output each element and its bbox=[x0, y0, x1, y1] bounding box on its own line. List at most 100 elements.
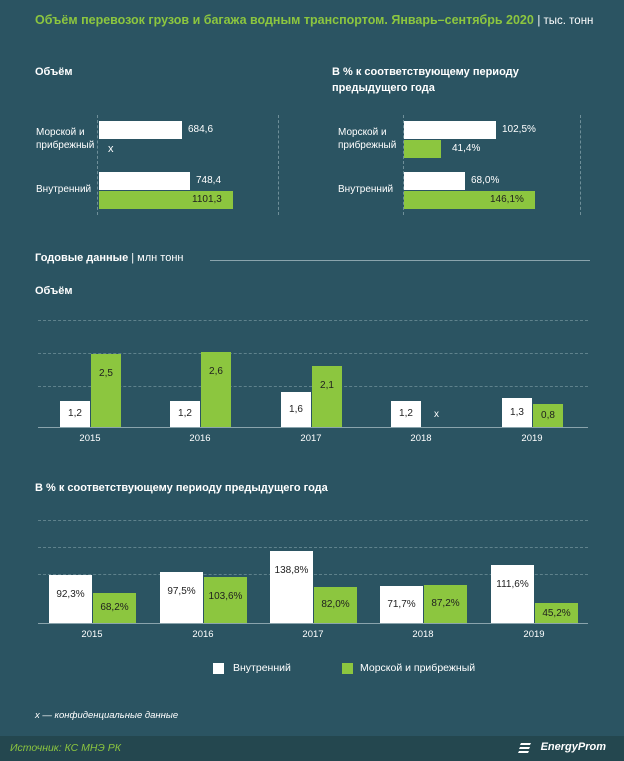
bar-volume-sea-2019-label: 0,8 bbox=[541, 409, 555, 421]
bar-volume-inland-2015-label: 1,2 bbox=[68, 408, 82, 419]
bar-percent-inland-2017 bbox=[270, 551, 313, 623]
bar-sea-volume-x: x bbox=[108, 143, 114, 155]
bar-volume-inland-2017 bbox=[281, 392, 311, 427]
legend-inland: Внутренний bbox=[233, 662, 291, 674]
legend-swatch-inland bbox=[213, 663, 224, 674]
bar-percent-sea-2017-label: 82,0% bbox=[321, 599, 350, 610]
bar-percent-inland-2015 bbox=[49, 575, 92, 623]
percent-grid-1 bbox=[38, 520, 588, 521]
legend-sea: Морской и прибрежный bbox=[360, 662, 476, 674]
year-label-volume-2018: 2018 bbox=[410, 433, 432, 444]
annual-heading-rule bbox=[210, 260, 590, 261]
bar-inland-volume-white-value: 748,4 bbox=[196, 175, 222, 186]
bar-sea-percent-white-value: 102,5% bbox=[502, 124, 536, 135]
title-text: Объём перевозок грузов и багажа водным т… bbox=[35, 13, 534, 27]
bar-inland-percent-green bbox=[404, 191, 535, 209]
volume-chart-baseline bbox=[38, 427, 588, 428]
bar-inland-percent-white-value: 68,0% bbox=[471, 175, 500, 186]
bar-percent-sea-2016 bbox=[204, 577, 247, 623]
bar-volume-inland-2017-label: 1,6 bbox=[289, 403, 303, 415]
top-left-heading: Объём bbox=[35, 66, 73, 78]
top-right-heading-line2: предыдущего года bbox=[332, 82, 435, 94]
bar-percent-sea-2018 bbox=[424, 585, 467, 623]
bar-volume-inland-2016 bbox=[170, 401, 200, 427]
year-label-volume-2017: 2017 bbox=[300, 433, 322, 444]
bar-inland-volume-green-value: 1101,3 bbox=[192, 194, 222, 205]
bar-percent-sea-2019-label: 45,2% bbox=[542, 608, 571, 619]
bar-volume-inland-2018-label: 1,2 bbox=[399, 408, 413, 419]
bar-percent-inland-2016 bbox=[160, 572, 203, 623]
brand-name: EnergyProm bbox=[540, 741, 606, 753]
bar-volume-sea-2015 bbox=[91, 354, 121, 427]
bar-inland-percent-white bbox=[404, 172, 465, 190]
bar-percent-inland-2019-label: 111,6% bbox=[496, 579, 529, 590]
year-label-percent-2018: 2018 bbox=[412, 629, 434, 640]
bar-percent-sea-2016-label: 103,6% bbox=[208, 591, 243, 602]
percent-chart-baseline bbox=[38, 623, 588, 624]
bar-volume-inland-2015 bbox=[60, 401, 90, 427]
top-right-axis bbox=[403, 115, 404, 215]
top-left-cat-2: Внутренний bbox=[36, 184, 92, 195]
top-left-cat-1-line1: Морской и bbox=[36, 127, 85, 138]
bar-percent-inland-2015-label: 92,3% bbox=[56, 589, 85, 600]
bar-inland-volume-green bbox=[99, 191, 233, 209]
bar-volume-sea-2016 bbox=[201, 352, 231, 427]
top-right-cat-2: Внутренний bbox=[338, 184, 394, 195]
year-label-percent-2016: 2016 bbox=[192, 629, 214, 640]
title-unit: | тыс. тонн bbox=[537, 15, 594, 27]
year-label-percent-2015: 2015 bbox=[81, 629, 103, 640]
bar-percent-inland-2019 bbox=[491, 565, 534, 623]
percent-chart-heading: В % к соответствующему периоду предыдуще… bbox=[35, 482, 328, 494]
energyprom-logo-icon bbox=[518, 743, 531, 753]
volume-chart-heading: Объём bbox=[35, 285, 73, 297]
bar-volume-inland-2019 bbox=[502, 398, 532, 427]
bar-volume-sea-2017-label: 2,1 bbox=[320, 380, 334, 391]
year-label-volume-2019: 2019 bbox=[521, 433, 543, 444]
footnote: x — конфиденциальные данные bbox=[35, 710, 179, 721]
annual-heading-unit: | млн тонн bbox=[131, 252, 184, 264]
bar-percent-sea-2018-label: 87,2% bbox=[431, 598, 460, 609]
bar-sea-volume bbox=[99, 121, 182, 139]
legend-swatch-sea bbox=[342, 663, 353, 674]
footer: Источник: КС МНЭ РК EnergyProm bbox=[0, 736, 624, 761]
top-right-heading-line1: В % к соответствующему периоду bbox=[332, 66, 519, 78]
annual-heading: Годовые данные | млн тонн bbox=[35, 252, 183, 264]
year-label-volume-2016: 2016 bbox=[189, 433, 211, 444]
bar-volume-inland-2019-label: 1,3 bbox=[510, 406, 524, 418]
year-label-percent-2019: 2019 bbox=[523, 629, 545, 640]
bar-percent-sea-2015 bbox=[93, 593, 136, 623]
top-left-cat-1-line2: прибрежный bbox=[36, 140, 95, 151]
bar-sea-percent-green bbox=[404, 140, 441, 158]
top-left-axis bbox=[97, 115, 98, 215]
top-right-cat-1-line2: прибрежный bbox=[338, 140, 397, 151]
bar-percent-sea-2019 bbox=[535, 603, 578, 623]
percent-grid-2 bbox=[38, 547, 588, 548]
bar-inland-volume-white bbox=[99, 172, 190, 190]
bar-percent-inland-2018-label: 71,7% bbox=[387, 598, 416, 610]
top-right-cat-1-line1: Морской и bbox=[338, 127, 387, 138]
bar-volume-sea-2019 bbox=[533, 404, 563, 427]
source-text: Источник: КС МНЭ РК bbox=[10, 742, 121, 754]
year-label-percent-2017: 2017 bbox=[302, 629, 324, 640]
volume-grid-2 bbox=[38, 353, 588, 354]
bar-sea-percent-white bbox=[404, 121, 496, 139]
bar-inland-percent-green-value: 146,1% bbox=[490, 194, 524, 205]
year-label-volume-2015: 2015 bbox=[79, 433, 101, 444]
percent-grid-3 bbox=[38, 574, 588, 575]
bar-percent-inland-2018 bbox=[380, 586, 423, 623]
bar-volume-sea-2016-label: 2,6 bbox=[209, 366, 223, 377]
bar-sea-percent-green-value: 41,4% bbox=[452, 143, 481, 154]
bar-percent-sea-2017 bbox=[314, 587, 357, 623]
bar-sea-volume-value: 684,6 bbox=[188, 124, 214, 135]
bar-volume-sea-2017 bbox=[312, 366, 342, 427]
page-title: Объём перевозок грузов и багажа водным т… bbox=[35, 13, 593, 27]
bar-percent-inland-2016-label: 97,5% bbox=[167, 586, 196, 597]
bar-volume-inland-2018 bbox=[391, 401, 421, 427]
bar-percent-sea-2015-label: 68,2% bbox=[100, 602, 129, 613]
top-divider bbox=[278, 115, 279, 215]
annual-heading-text: Годовые данные bbox=[35, 252, 129, 264]
volume-grid-1 bbox=[38, 320, 588, 321]
top-right-border bbox=[580, 115, 581, 215]
bar-percent-inland-2017-label: 138,8% bbox=[274, 565, 309, 576]
